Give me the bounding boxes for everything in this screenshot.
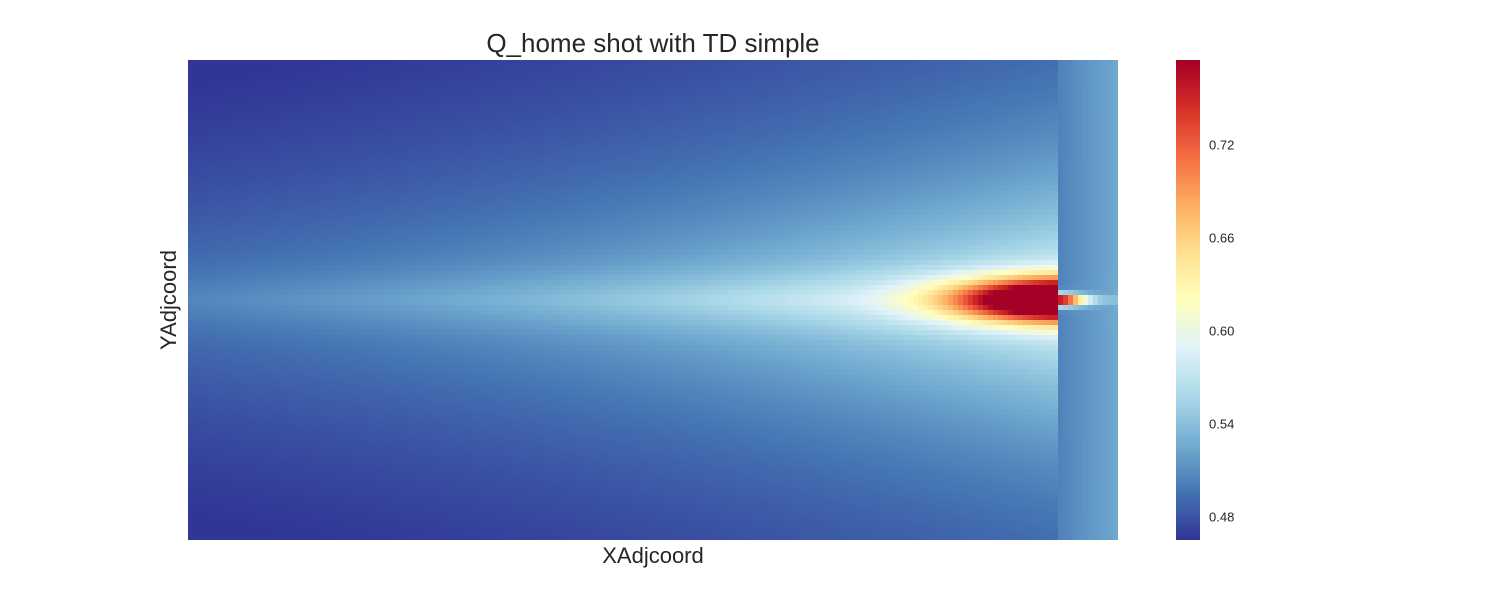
colorbar-tick-label: 0.66 <box>1209 231 1234 246</box>
chart-title: Q_home shot with TD simple <box>486 28 819 58</box>
colorbar-tick-label: 0.54 <box>1209 416 1234 431</box>
colorbar-tick-label: 0.72 <box>1209 138 1234 153</box>
heatmap-cells <box>188 60 1118 540</box>
x-axis-label: XAdjcoord <box>602 543 704 568</box>
colorbar-tick-label: 0.60 <box>1209 323 1234 338</box>
colorbar-ticks: 0.48 0.54 0.60 0.66 0.72 <box>1209 138 1234 525</box>
colorbar-tick-label: 0.48 <box>1209 509 1234 524</box>
colorbar-gradient <box>1176 60 1200 540</box>
colorbar: 0.48 0.54 0.60 0.66 0.72 <box>1176 60 1234 540</box>
heatmap-plot-area <box>188 60 1118 540</box>
y-axis-label: YAdjcoord <box>156 250 181 350</box>
